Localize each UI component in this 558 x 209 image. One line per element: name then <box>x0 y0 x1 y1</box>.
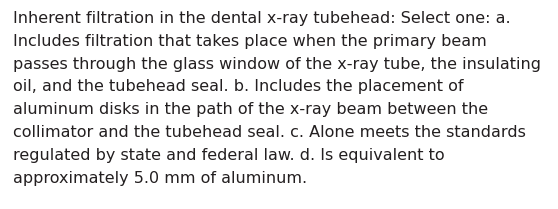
Text: approximately 5.0 mm of aluminum.: approximately 5.0 mm of aluminum. <box>13 171 307 186</box>
Text: oil, and the tubehead seal. b. Includes the placement of: oil, and the tubehead seal. b. Includes … <box>13 79 464 94</box>
Text: Includes filtration that takes place when the primary beam: Includes filtration that takes place whe… <box>13 34 487 49</box>
Text: Inherent filtration in the dental x-ray tubehead: Select one: a.: Inherent filtration in the dental x-ray … <box>13 11 511 26</box>
Text: collimator and the tubehead seal. c. Alone meets the standards: collimator and the tubehead seal. c. Alo… <box>13 125 526 140</box>
Text: aluminum disks in the path of the x-ray beam between the: aluminum disks in the path of the x-ray … <box>13 102 488 117</box>
Text: regulated by state and federal law. d. Is equivalent to: regulated by state and federal law. d. I… <box>13 148 445 163</box>
Text: passes through the glass window of the x-ray tube, the insulating: passes through the glass window of the x… <box>13 57 541 72</box>
